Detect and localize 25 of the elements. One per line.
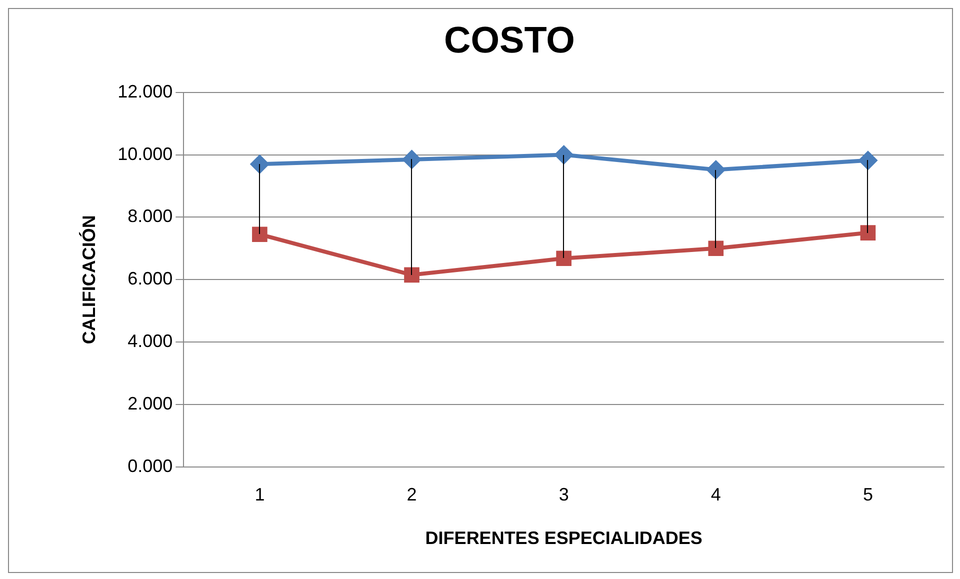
- x-tick-label: 5: [862, 484, 873, 505]
- point: [402, 150, 421, 168]
- point: [556, 250, 572, 266]
- x-tick-label: 2: [406, 484, 417, 505]
- y-tick-label: 6.000: [128, 268, 173, 289]
- y-tick-label: 4.000: [128, 330, 173, 351]
- point: [404, 267, 420, 283]
- x-tick-label: 4: [710, 484, 721, 505]
- point: [706, 160, 725, 179]
- y-tick-label: 2.000: [128, 393, 173, 414]
- point: [252, 226, 268, 242]
- y-tick-label: 10.000: [118, 144, 173, 164]
- y-tick-label: 0.000: [128, 456, 173, 476]
- x-axis-title: DIFERENTES ESPECIALIDADES: [425, 528, 702, 548]
- y-axis-title: CALIFICACIÓN: [78, 215, 99, 344]
- point: [708, 240, 724, 256]
- y-tick-label: 8.000: [128, 206, 173, 226]
- chart-title: COSTO: [444, 19, 575, 60]
- point: [860, 225, 876, 240]
- point: [250, 155, 269, 174]
- y-tick-label: 12.000: [118, 81, 173, 102]
- point: [858, 151, 877, 170]
- x-tick-label: 1: [254, 484, 265, 505]
- x-tick-label: 3: [558, 484, 569, 505]
- point: [554, 146, 573, 164]
